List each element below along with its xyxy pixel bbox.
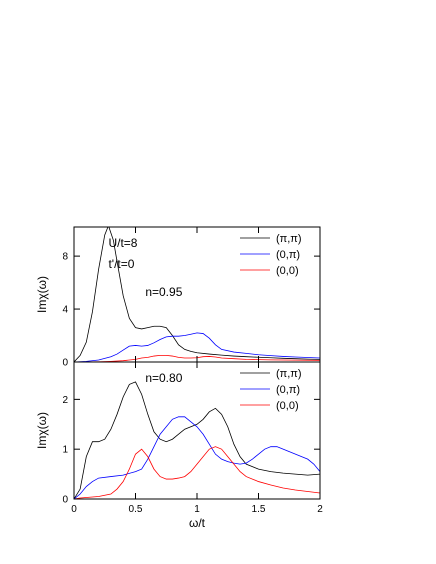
series-line-1 bbox=[74, 332, 320, 362]
x-tick-label: 1.5 bbox=[252, 504, 266, 515]
y-tick-label: 1 bbox=[62, 445, 68, 456]
x-tick-label: 0.5 bbox=[129, 504, 143, 515]
y-axis-label: Imχ(ω) bbox=[35, 276, 49, 313]
legend-label-2: (0,0) bbox=[276, 400, 299, 412]
series-line-1 bbox=[74, 416, 320, 499]
plot-frame bbox=[73, 361, 321, 500]
series-line-2 bbox=[74, 354, 320, 362]
y-tick-label: 4 bbox=[62, 305, 68, 316]
legend-label-0: (π,π) bbox=[276, 233, 302, 245]
y-tick-label: 8 bbox=[62, 252, 68, 263]
y-tick-label: 2 bbox=[62, 395, 68, 406]
y-axis-label: Imχ(ω) bbox=[35, 412, 49, 449]
top-panel: 0 4 8 Imχ(ω) U/t=8 t'/t=0 n=0.95 (π,π) (0,π) (0,0… bbox=[35, 226, 321, 369]
series-line-0 bbox=[74, 381, 320, 499]
x-axis-label: ω/t bbox=[189, 516, 206, 530]
x-tick-label: 0 bbox=[71, 504, 77, 515]
annotation-0: U/t=8 bbox=[108, 236, 137, 250]
legend-label-1: (0,π) bbox=[276, 384, 300, 396]
series-line-2 bbox=[74, 446, 320, 499]
x-tick-label: 2 bbox=[317, 504, 323, 515]
annotation-0: n=0.80 bbox=[145, 371, 182, 385]
annotation-1: t'/t=0 bbox=[108, 257, 134, 271]
y-tick-label: 0 bbox=[62, 358, 68, 369]
legend-label-0: (π,π) bbox=[276, 368, 302, 380]
legend-label-1: (0,π) bbox=[276, 249, 300, 261]
bottom-panel: 0 0.5 1 1.5 2 0 1 2 Imχ(ω) ω/t n=0.80 (π,π) (0,π) (0,… bbox=[35, 361, 323, 530]
legend-label-2: (0,0) bbox=[276, 265, 299, 277]
x-tick-label: 1 bbox=[194, 504, 200, 515]
y-tick-label: 0 bbox=[62, 495, 68, 506]
annotation-2: n=0.95 bbox=[145, 285, 182, 299]
series-line-0 bbox=[74, 227, 320, 362]
